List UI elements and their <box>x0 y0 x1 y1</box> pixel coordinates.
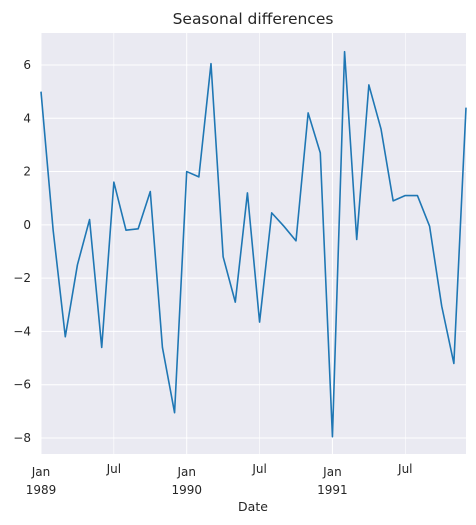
y-tick-label: 2 <box>23 165 31 179</box>
x-tick-year-label: 1991 <box>317 483 348 497</box>
y-axis-ticks: −8 −6 −4 −2 0 2 4 6 <box>13 58 31 445</box>
x-tick-label: Jan <box>31 465 51 479</box>
y-tick-label: −2 <box>13 271 31 285</box>
y-tick-label: −4 <box>13 324 31 338</box>
x-tick-year-label: 1990 <box>171 483 202 497</box>
chart-title: Seasonal differences <box>173 10 334 28</box>
x-tick-year-label: 1989 <box>26 483 57 497</box>
x-axis-ticks: Jan 1989 Jul Jan 1990 Jul Jan 1991 Jul <box>26 462 413 497</box>
y-tick-label: −8 <box>13 431 31 445</box>
plot-area <box>41 33 466 454</box>
y-tick-label: 4 <box>23 111 31 125</box>
x-tick-label: Jan <box>322 465 342 479</box>
y-tick-label: −6 <box>13 378 31 392</box>
x-axis-label: Date <box>238 499 268 514</box>
x-tick-label: Jul <box>397 462 412 476</box>
y-tick-label: 6 <box>23 58 31 72</box>
y-tick-label: 0 <box>23 218 31 232</box>
series-line <box>40 50 467 438</box>
x-tick-label: Jan <box>176 465 196 479</box>
x-tick-label: Jul <box>106 462 121 476</box>
x-tick-label: Jul <box>251 462 266 476</box>
grid-lines <box>40 33 466 454</box>
